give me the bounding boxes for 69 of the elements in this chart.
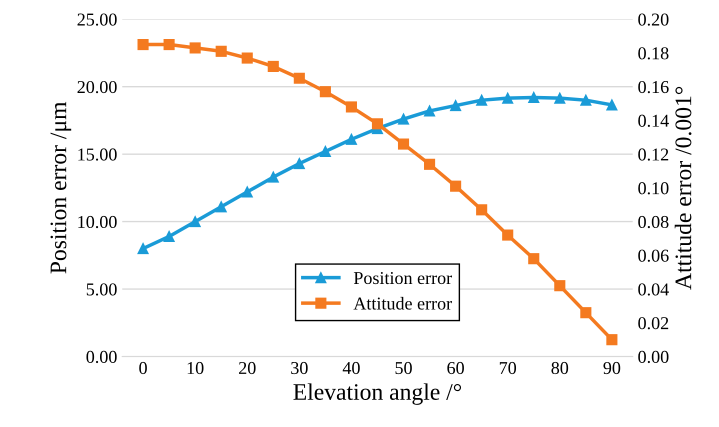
legend-label: Attitude error [354,296,452,310]
point [346,134,357,145]
point [528,92,540,104]
y-tick-label: 15.00 [78,148,117,161]
point [242,186,253,198]
point [502,92,514,104]
y2-tick-label: 0.20 [638,13,668,26]
y-tick-label: 25.00 [78,13,117,26]
y-tick-label: 20.00 [78,80,117,94]
point [502,230,514,241]
point [164,38,175,50]
x-tick-label: 50 [396,362,412,374]
y-tick-label: 0.00 [86,350,117,364]
point [398,138,410,150]
x-tick-label: 80 [551,362,568,374]
point [424,105,436,117]
point [268,172,279,183]
point [320,86,331,98]
y2-tick-label: 0.06 [638,250,669,262]
y2-tick-label: 0.04 [638,283,669,296]
point [190,216,201,228]
x-tick-label: 70 [500,362,516,374]
x-tick-label: 10 [188,362,204,374]
point [606,99,618,110]
x-tick-label: 30 [291,362,308,374]
point [398,114,410,125]
y2-tick-label: 0.12 [638,148,668,161]
point [294,158,305,170]
point [190,42,201,54]
y-tick-label: 10.00 [78,216,117,228]
y2-axis-title: Attitude error /0.001° [674,86,692,290]
x-axis-title: Elevation angle /° [293,383,462,405]
y2-tick-label: 0.16 [638,80,669,94]
y2-tick-label: 0.02 [638,317,668,330]
point [554,280,566,292]
point [450,180,462,192]
point [138,243,149,254]
x-tick-label: 90 [603,362,620,374]
x-tick-label: 0 [139,362,147,374]
point [216,201,227,212]
point [372,118,384,130]
point [528,253,540,264]
point [242,52,253,64]
point [424,158,436,170]
y2-tick-label: 0.08 [638,216,668,228]
y2-tick-label: 0.18 [638,47,668,60]
y2-tick-label: 0.10 [638,182,668,194]
point [268,60,279,72]
point [450,100,462,112]
point [216,46,227,57]
legend-label: Position error [354,272,452,284]
point [580,94,592,106]
point [164,230,175,242]
point [476,94,488,106]
point [320,146,331,158]
x-tick-label: 20 [239,362,256,374]
x-tick-label: 60 [447,362,464,374]
point [606,334,618,346]
point [294,72,305,84]
point [476,204,488,216]
point [138,38,149,50]
y2-tick-label: 0.14 [638,114,669,127]
y2-tick-label: 0.00 [638,350,668,364]
point [554,92,566,104]
y-axis-title: Position error /μm [50,102,72,274]
x-tick-label: 40 [342,362,360,374]
y-tick-label: 5.00 [86,283,117,296]
point [580,307,592,318]
point [346,101,357,112]
